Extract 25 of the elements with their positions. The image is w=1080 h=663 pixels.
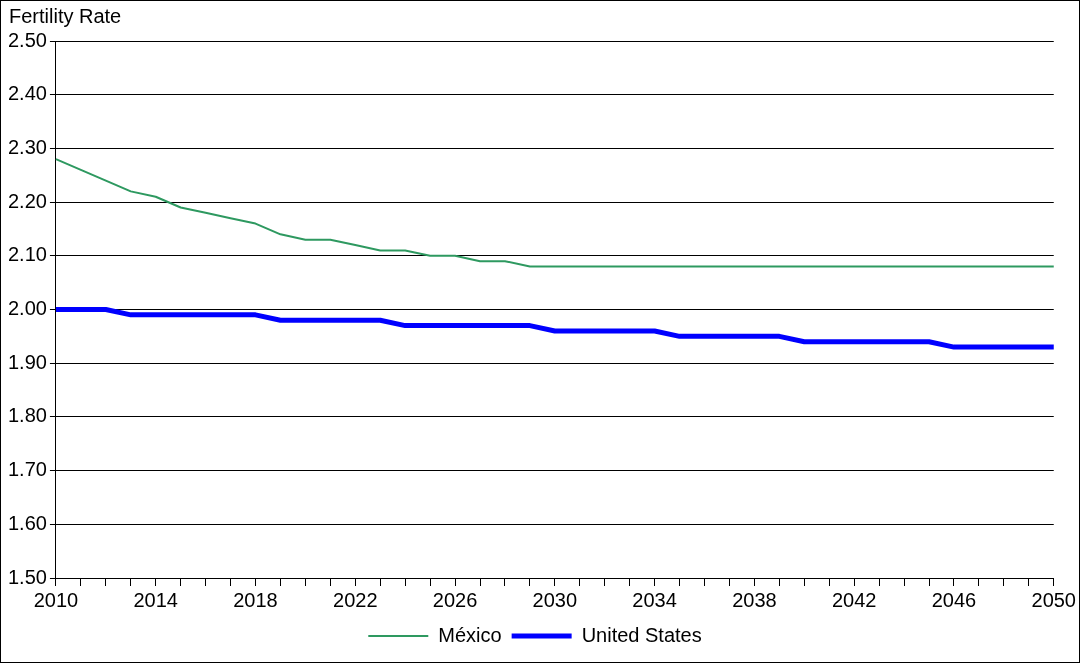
y-tick-label: 2.50 bbox=[7, 28, 47, 51]
y-tick-label: 1.80 bbox=[7, 404, 47, 427]
x-tick-label: 2042 bbox=[831, 588, 877, 611]
x-tick-label: 2046 bbox=[931, 588, 977, 611]
y-tick-label: 1.50 bbox=[7, 565, 47, 588]
x-tick-label: 2030 bbox=[532, 588, 578, 611]
y-tick-label: 2.30 bbox=[7, 135, 47, 158]
y-tick-label: 1.60 bbox=[7, 511, 47, 534]
y-axis-title: Fertility Rate bbox=[9, 5, 122, 28]
x-tick-label: 2022 bbox=[333, 588, 378, 611]
x-tick-label: 2026 bbox=[432, 588, 478, 611]
y-tick-label: 1.70 bbox=[7, 458, 47, 481]
x-tick-label: 2050 bbox=[1031, 588, 1076, 611]
x-tick-label: 2038 bbox=[732, 588, 777, 611]
y-tick-label: 2.40 bbox=[7, 82, 47, 105]
x-tick-label: 2014 bbox=[133, 588, 178, 611]
y-tick-label: 2.00 bbox=[7, 297, 47, 320]
y-tick-label: 2.20 bbox=[7, 189, 47, 212]
y-tick-label: 2.10 bbox=[7, 243, 47, 266]
y-tick-label: 1.90 bbox=[7, 350, 47, 373]
x-tick-label: 2010 bbox=[33, 588, 79, 611]
x-tick-label: 2018 bbox=[233, 588, 278, 611]
x-tick-label: 2034 bbox=[632, 588, 677, 611]
legend-label: México bbox=[438, 623, 502, 646]
legend-label: United States bbox=[581, 623, 702, 646]
